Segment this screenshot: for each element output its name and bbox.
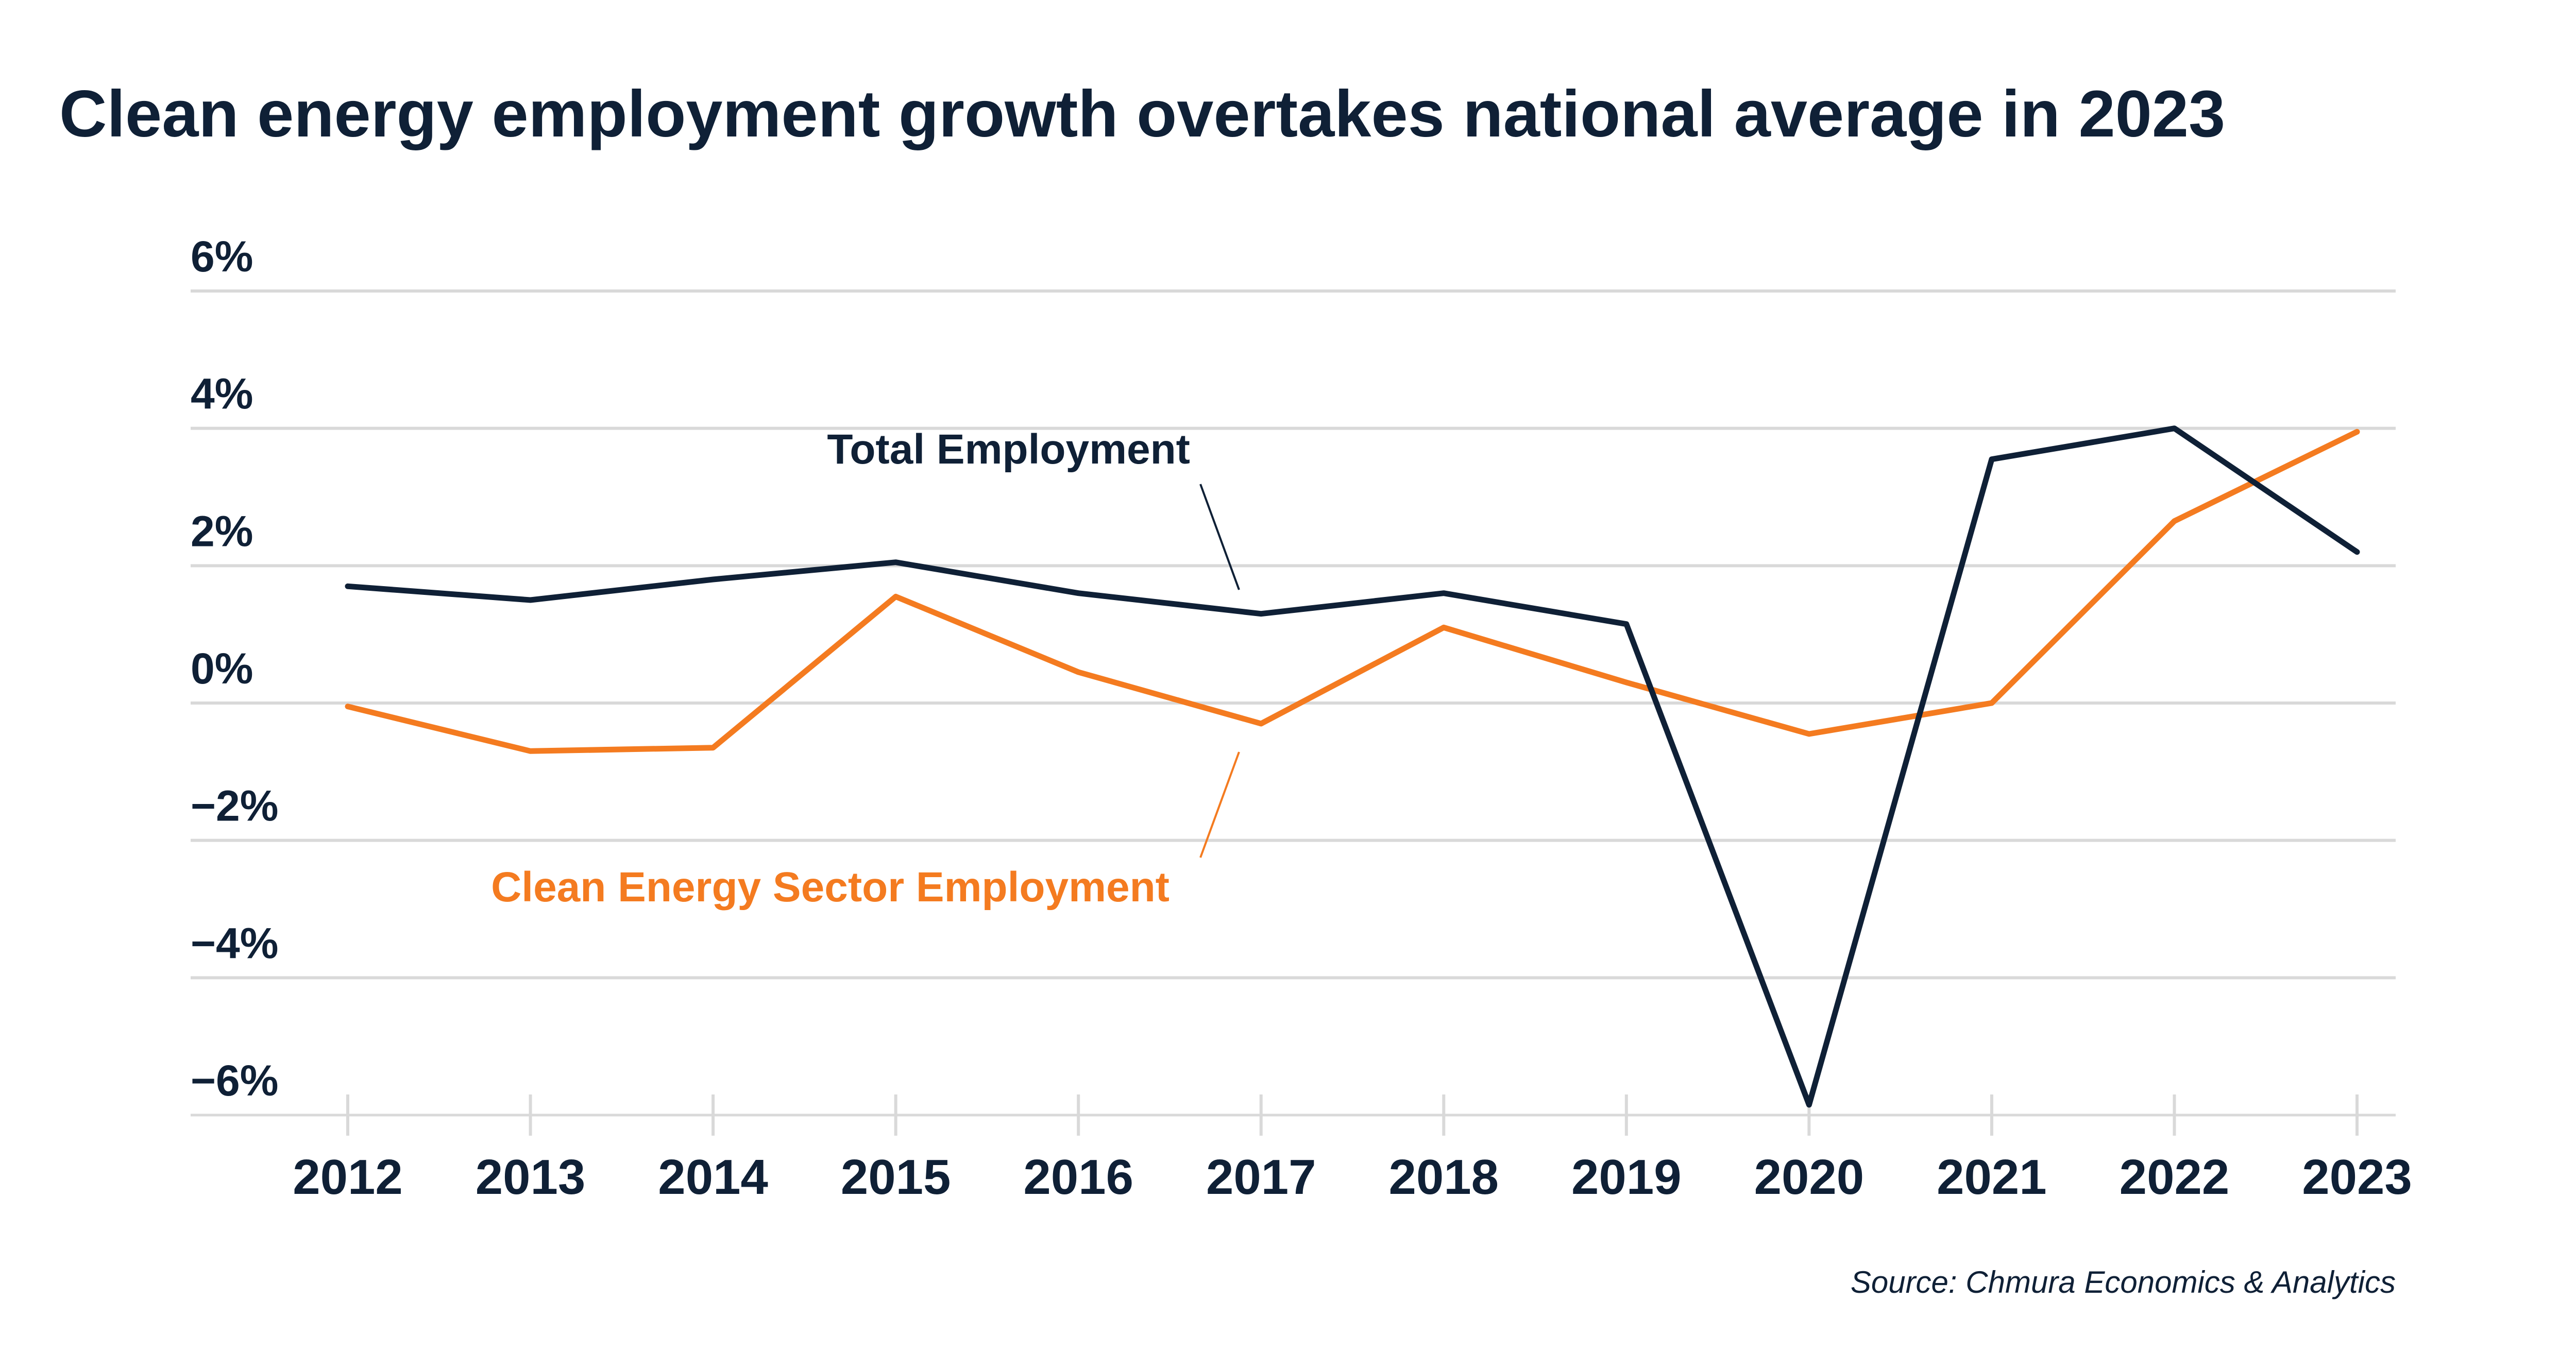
y-axis-tick-labels: 6% 4% 2% 0% −2% −4% −6% (191, 232, 278, 1105)
series-label-leader-clean-energy (1199, 751, 1240, 858)
x-tick-label: 2015 (841, 1150, 951, 1205)
chart-title: Clean energy employment growth overtakes… (59, 77, 2225, 151)
y-tick-label: −6% (191, 1056, 278, 1105)
x-tick-label: 2012 (293, 1150, 403, 1205)
x-tick-label: 2014 (658, 1150, 768, 1205)
x-tick-label: 2020 (1754, 1150, 1865, 1205)
x-tick-label: 2017 (1206, 1150, 1316, 1205)
y-tick-label: 0% (191, 644, 253, 693)
x-tick-label: 2023 (2302, 1150, 2412, 1205)
series-label-total-employment: Total Employment (827, 426, 1190, 473)
series-line-total-employment (345, 425, 2360, 1108)
x-tick-label: 2016 (1023, 1150, 1133, 1205)
x-axis: 2012 2013 2014 2015 2016 2017 2018 2019 2020 2021… (293, 1094, 2412, 1205)
source-note: Source: Chmura Economics & Analytics (1851, 1265, 2396, 1299)
grid-lines (191, 289, 2396, 1117)
y-tick-label: −4% (191, 919, 278, 967)
x-tick-label: 2021 (1937, 1150, 2047, 1205)
x-tick-label: 2019 (1571, 1150, 1682, 1205)
x-tick-label: 2013 (476, 1150, 586, 1205)
series-labels: Total Employment Clean Energy Sector Emp… (491, 426, 1240, 911)
series-label-leader-total-employment (1199, 484, 1240, 590)
x-tick-label: 2018 (1388, 1150, 1499, 1205)
y-tick-label: 4% (191, 370, 253, 418)
series-label-clean-energy: Clean Energy Sector Employment (491, 864, 1170, 911)
series-line-clean-energy (345, 429, 2360, 754)
y-tick-label: −2% (191, 782, 278, 830)
x-tick-label: 2022 (2120, 1150, 2230, 1205)
series-lines (345, 425, 2360, 1108)
y-tick-label: 6% (191, 232, 253, 281)
y-tick-label: 2% (191, 507, 253, 555)
